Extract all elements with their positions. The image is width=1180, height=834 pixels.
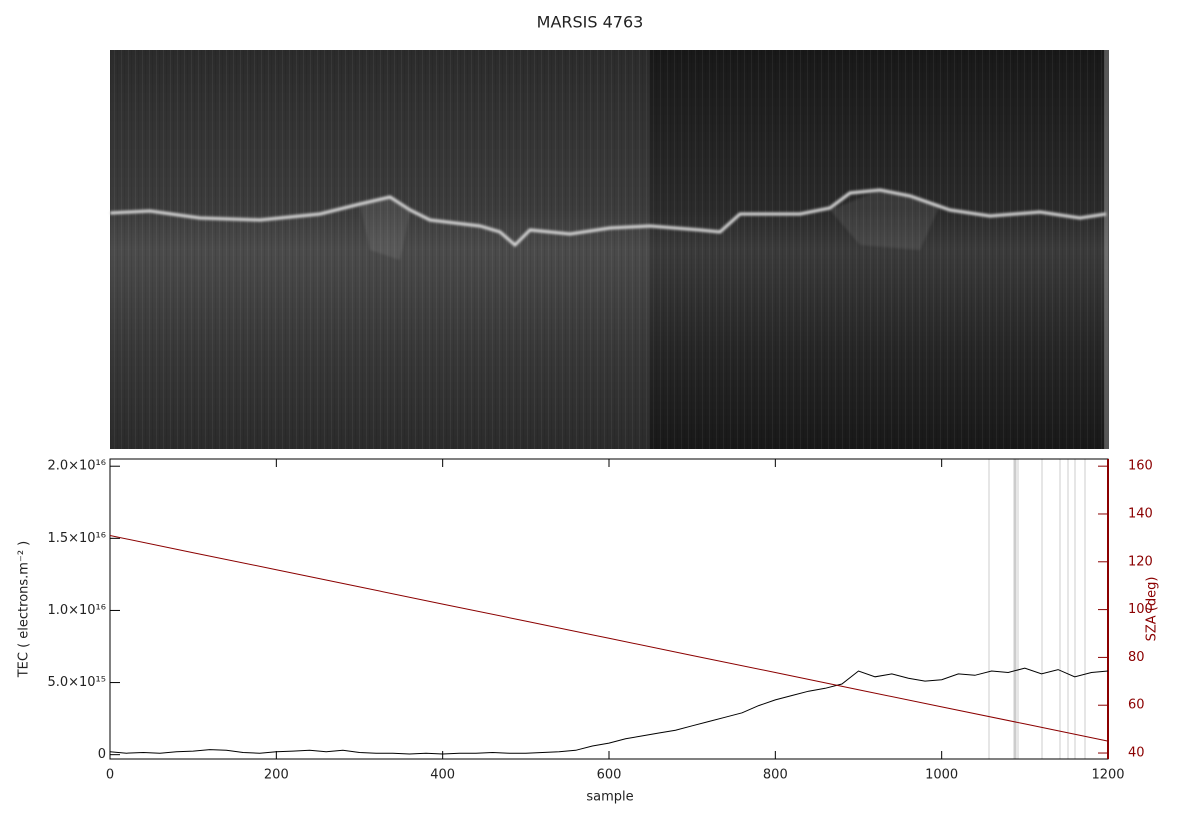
series-line	[109, 535, 1109, 742]
y2-tick-label: 160	[1128, 459, 1153, 474]
y-axis-label: TEC ( electrons.m⁻² )	[17, 541, 32, 679]
y2-tick-label: 140	[1128, 506, 1153, 521]
x-tick-label: 600	[597, 768, 622, 783]
y-tick-label: 0	[98, 747, 106, 762]
y-tick-label: 1.0×10¹⁶	[47, 603, 106, 618]
y2-tick-label: 60	[1128, 698, 1145, 713]
plot-frame	[109, 458, 1109, 760]
x-tick-label: 1000	[925, 768, 958, 783]
y2-tick-label: 100	[1128, 602, 1153, 617]
y2-tick-label: 40	[1128, 746, 1145, 761]
chart-title: MARSIS 4763	[537, 13, 644, 32]
y2-axis-label: SZA (deg)	[1145, 577, 1160, 642]
x-tick-label: 1200	[1091, 768, 1124, 783]
y-tick-label: 5.0×10¹⁵	[47, 675, 106, 690]
radargram	[109, 50, 1109, 449]
series-line	[109, 667, 1109, 755]
x-tick-label: 200	[264, 768, 289, 783]
gap-lines	[988, 459, 1086, 759]
y-tick-label: 2.0×10¹⁶	[47, 459, 106, 474]
x-tick-label: 400	[430, 768, 455, 783]
x-axis-label: sample	[586, 790, 633, 805]
y2-tick-label: 80	[1128, 650, 1145, 665]
y-tick-label: 1.5×10¹⁶	[47, 531, 106, 546]
x-tick-label: 800	[763, 768, 788, 783]
y2-tick-label: 120	[1128, 554, 1153, 569]
x-tick-label: 0	[106, 768, 114, 783]
